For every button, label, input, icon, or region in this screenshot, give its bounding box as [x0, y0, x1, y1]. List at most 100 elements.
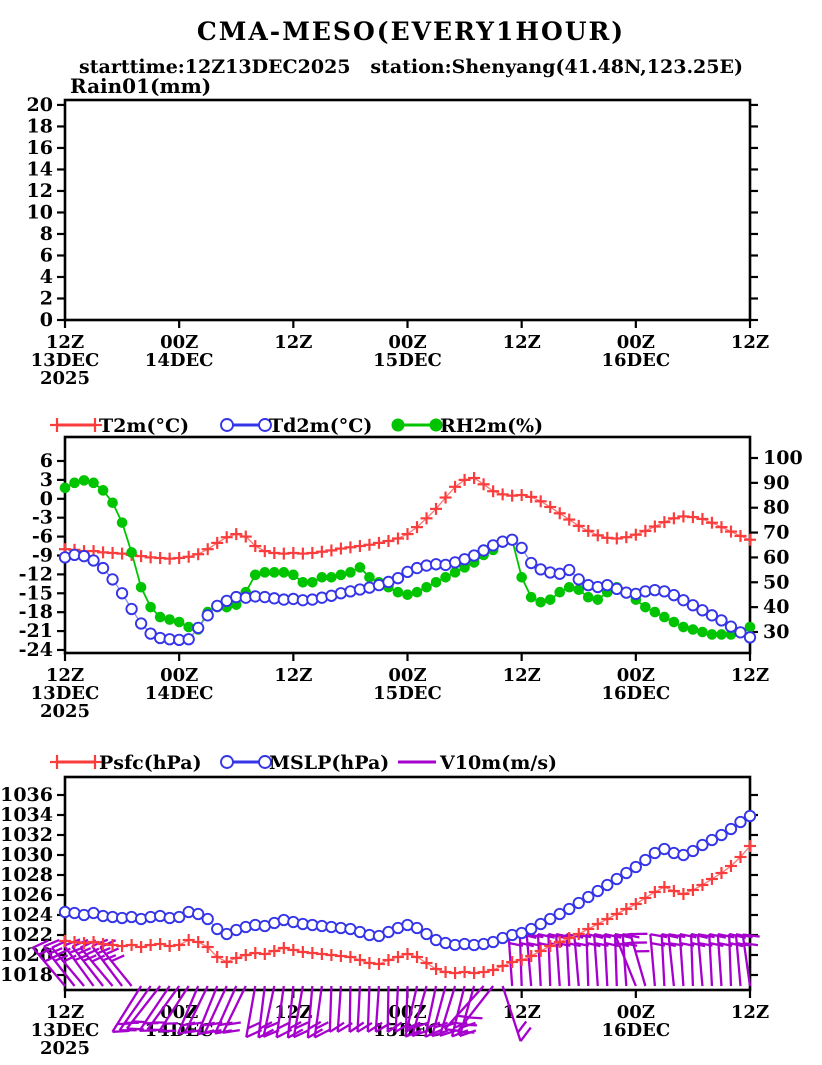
y-tick-label: 1028: [0, 864, 53, 886]
filled-circle-marker: [164, 614, 175, 625]
legend-label: Td2m(°C): [269, 415, 372, 437]
y-tick-right-label: 100: [763, 447, 803, 469]
wind-barb: [313, 985, 331, 1039]
wind-barb: [501, 985, 532, 1042]
wind-barb: [678, 932, 697, 987]
x-tick-label: 2025: [40, 701, 90, 722]
barb-tick: [679, 932, 697, 939]
filled-circle-marker: [582, 591, 594, 603]
legend-item: T2m(°C): [50, 415, 189, 437]
barb-staff: [214, 985, 238, 1034]
open-circle-marker: [391, 572, 405, 585]
wind-barb: [456, 985, 495, 1034]
filled-circle-marker: [259, 567, 271, 578]
barb-tick: [315, 1021, 329, 1030]
filled-circle-marker: [573, 584, 585, 596]
barb-tick: [468, 1016, 483, 1020]
open-circle-marker: [515, 541, 528, 555]
filled-circle-marker: [516, 572, 527, 583]
y-tick-label: -12: [19, 563, 53, 585]
y-tick-label: 12: [27, 180, 53, 202]
filled-circle-marker: [354, 562, 366, 573]
x-tick-label: 16DEC: [601, 350, 670, 371]
open-circle-marker: [211, 599, 224, 613]
barb-tick: [105, 947, 120, 956]
open-circle-marker: [724, 620, 738, 633]
filled-circle-marker: [154, 611, 166, 623]
barb-tick: [293, 1028, 310, 1039]
open-circle-marker: [420, 927, 433, 941]
wind-barb: [158, 985, 190, 1033]
open-circle-marker: [201, 912, 214, 926]
open-circle-marker: [144, 627, 157, 640]
barb-tick: [43, 938, 60, 948]
x-tick-label: 13DEC: [31, 350, 100, 371]
open-circle-marker: [477, 544, 490, 557]
wind-barb: [221, 985, 247, 1034]
filled-circle-marker: [649, 606, 661, 618]
pres-panel: 1036103410321030102810261024102210201018…: [0, 752, 769, 1059]
filled-circle-marker: [525, 591, 537, 603]
open-circle-marker: [258, 755, 272, 769]
filled-circle-marker: [706, 629, 718, 640]
barb-tick: [519, 1026, 532, 1042]
x-tick-label: 00Z: [617, 665, 655, 686]
barb-staff: [458, 985, 476, 1037]
open-circle-marker: [563, 902, 576, 916]
x-tick-label: 12Z: [274, 665, 312, 686]
barb-tick: [226, 1021, 241, 1026]
Psfc(hPa)-markers: [59, 840, 756, 979]
open-circle-marker: [686, 844, 700, 858]
x-tick-label: 15DEC: [373, 350, 442, 371]
filled-circle-marker: [687, 624, 699, 635]
barb-tick: [277, 1021, 291, 1030]
filled-circle-marker: [391, 418, 405, 432]
open-circle-marker: [134, 617, 148, 630]
open-circle-marker: [610, 872, 623, 886]
barb-tick: [38, 947, 52, 956]
barb-tick: [618, 941, 634, 946]
barb-staff: [196, 985, 219, 1035]
barb-staff: [348, 985, 352, 1033]
barb-tick: [257, 1028, 275, 1039]
filled-circle-marker: [326, 572, 337, 583]
barb-tick: [426, 1021, 441, 1030]
open-circle-marker: [572, 573, 585, 586]
filled-circle-marker: [288, 569, 299, 581]
barb-staff: [366, 985, 371, 1033]
barb-staff: [728, 933, 733, 987]
barb-staff: [336, 985, 343, 1032]
y-tick-label: 1022: [0, 924, 53, 946]
x-tick-label: 13DEC: [31, 1020, 100, 1041]
legend-label: T2m(°C): [99, 415, 189, 437]
barb-staff: [667, 934, 676, 987]
y-tick-right-label: 50: [763, 571, 789, 593]
y-tick-label: 10: [27, 201, 53, 223]
barb-tick: [32, 939, 49, 949]
barb-staff: [63, 944, 95, 987]
filled-circle-marker: [429, 418, 443, 432]
barb-staff: [547, 933, 552, 987]
barb-tick: [91, 954, 106, 963]
barb-staff: [262, 985, 276, 1038]
barb-tick: [414, 1021, 429, 1029]
y-tick-right-label: 90: [763, 472, 789, 494]
barb-staff: [424, 985, 438, 1038]
chart-title: CMA-MESO(EVERY1HOUR): [196, 17, 626, 46]
filled-circle-marker: [392, 586, 404, 598]
barb-staff: [328, 985, 333, 1033]
open-circle-marker: [563, 563, 576, 577]
filled-circle-marker: [297, 576, 309, 588]
filled-circle-marker: [668, 616, 680, 628]
open-circle-marker: [677, 594, 690, 607]
open-circle-marker: [715, 828, 728, 842]
barb-tick: [308, 1020, 322, 1030]
x-tick-label: 12Z: [274, 332, 312, 353]
x-tick-label: 2025: [40, 1038, 90, 1059]
barb-staff: [292, 985, 304, 1038]
wind-barb: [31, 939, 66, 987]
barb-staff: [91, 945, 124, 987]
barb-tick: [314, 1028, 331, 1039]
